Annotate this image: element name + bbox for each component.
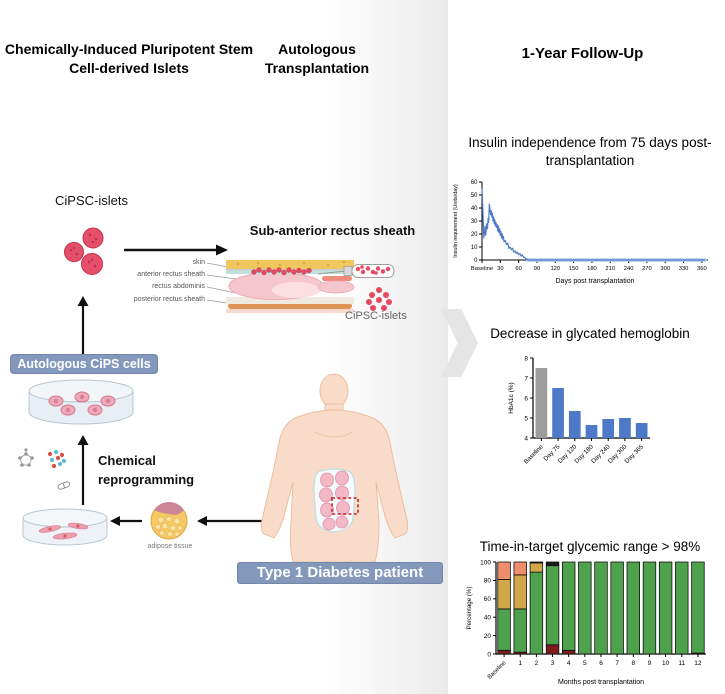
svg-text:270: 270	[642, 266, 652, 272]
header-left: Chemically-Induced Pluripotent Stem Cell…	[4, 41, 254, 76]
svg-text:11: 11	[678, 660, 685, 667]
middle-column-background	[228, 0, 448, 694]
svg-text:60: 60	[484, 596, 492, 603]
svg-text:30: 30	[471, 219, 478, 225]
chemical-reprogramming-label: Chemical reprogramming	[98, 453, 195, 487]
sub-anterior-title: Sub-anterior rectus sheath	[249, 223, 416, 238]
svg-text:100: 100	[480, 559, 491, 566]
svg-text:4: 4	[567, 660, 571, 667]
chart1-title: Insulin independence from 75 days post-t…	[468, 135, 712, 168]
type1-diabetes-badge: Type 1 Diabetes patient	[237, 562, 443, 584]
svg-text:60: 60	[471, 180, 478, 186]
svg-text:Baseline: Baseline	[487, 660, 508, 681]
svg-text:2: 2	[535, 660, 539, 667]
petri-dish-fibroblast-icon	[22, 508, 108, 546]
svg-text:330: 330	[679, 266, 689, 272]
tissue-cross-section	[226, 260, 395, 313]
svg-text:5: 5	[524, 415, 528, 422]
svg-text:180: 180	[587, 266, 597, 272]
svg-text:6: 6	[524, 395, 528, 402]
svg-text:120: 120	[550, 266, 560, 272]
svg-text:Days post transplantation: Days post transplantation	[556, 278, 635, 285]
arrow-right-icon	[124, 244, 228, 256]
svg-text:0: 0	[487, 651, 491, 658]
layer-label-rectus: rectus abdominis	[152, 283, 205, 290]
svg-text:210: 210	[605, 266, 615, 272]
svg-text:300: 300	[660, 266, 670, 272]
chart3-title: Time-in-target glycemic range > 98%	[479, 539, 701, 554]
patient-figure	[260, 373, 409, 562]
svg-text:150: 150	[569, 266, 579, 272]
svg-text:9: 9	[648, 660, 652, 667]
cipsc-islets-label: CiPSC-islets	[55, 193, 128, 208]
svg-text:240: 240	[624, 266, 634, 272]
svg-text:40: 40	[484, 615, 492, 622]
svg-text:20: 20	[484, 633, 492, 640]
svg-text:10: 10	[471, 245, 478, 251]
svg-text:Baseline: Baseline	[471, 266, 493, 272]
small-molecule-icons	[18, 448, 71, 490]
adipose-tissue-label: adipose tissue	[147, 543, 193, 550]
arrow-left-icon	[197, 516, 269, 526]
adipose-tissue-icon	[150, 501, 188, 540]
svg-text:1: 1	[518, 660, 522, 667]
arrow-up-icon	[77, 435, 89, 505]
svg-text:3: 3	[551, 660, 555, 667]
svg-text:Insulin requirement (Units/day: Insulin requirement (Units/day)	[453, 184, 459, 258]
svg-text:8: 8	[524, 355, 528, 362]
arrow-left-icon	[110, 516, 142, 526]
svg-text:90: 90	[534, 266, 540, 272]
cipsc-islets-injected-label: CiPSC-islets	[345, 310, 407, 322]
autologous-cips-badge: Autologous CiPS cells	[10, 354, 158, 374]
svg-text:10: 10	[662, 660, 670, 667]
svg-text:20: 20	[471, 232, 478, 238]
insulin-line-chart: 0 10 20 30 40 50 60 Baseline 30 60 90 120 150 180 210 2…	[453, 180, 708, 285]
svg-text:4: 4	[524, 435, 528, 442]
svg-text:40: 40	[471, 206, 478, 212]
svg-text:7: 7	[615, 660, 619, 667]
layer-label-posterior: posterior rectus sheath	[133, 296, 205, 303]
layer-label-skin: skin	[192, 259, 205, 266]
svg-text:Months post transplantation: Months post transplantation	[558, 679, 644, 686]
islet-cells-icon	[64, 227, 104, 275]
header-right: 1-Year Follow-Up	[521, 45, 644, 62]
svg-text:6: 6	[599, 660, 603, 667]
svg-text:60: 60	[515, 266, 521, 272]
svg-text:12: 12	[694, 660, 702, 667]
svg-text:8: 8	[631, 660, 635, 667]
svg-text:0: 0	[474, 258, 478, 264]
svg-text:Day 365: Day 365	[624, 443, 646, 465]
layer-label-anterior: anterior rectus sheath	[137, 271, 205, 278]
svg-text:360: 360	[697, 266, 707, 272]
svg-text:7: 7	[524, 375, 528, 382]
chart2-title: Decrease in glycated hemoglobin	[490, 326, 690, 341]
svg-text:80: 80	[484, 578, 492, 585]
svg-text:50: 50	[471, 193, 478, 199]
svg-text:Percentage (%): Percentage (%)	[466, 587, 473, 630]
header-middle: Autologous Transplantation	[264, 41, 370, 76]
svg-text:HbA1c (%): HbA1c (%)	[508, 382, 515, 413]
petri-dish-cips-icon	[28, 379, 134, 425]
transplant-site-marker	[331, 497, 359, 515]
svg-text:30: 30	[497, 266, 503, 272]
islet-cluster-icon	[366, 287, 392, 311]
svg-text:5: 5	[583, 660, 587, 667]
svg-text:Baseline: Baseline	[523, 443, 545, 465]
arrow-up-icon	[77, 296, 89, 354]
